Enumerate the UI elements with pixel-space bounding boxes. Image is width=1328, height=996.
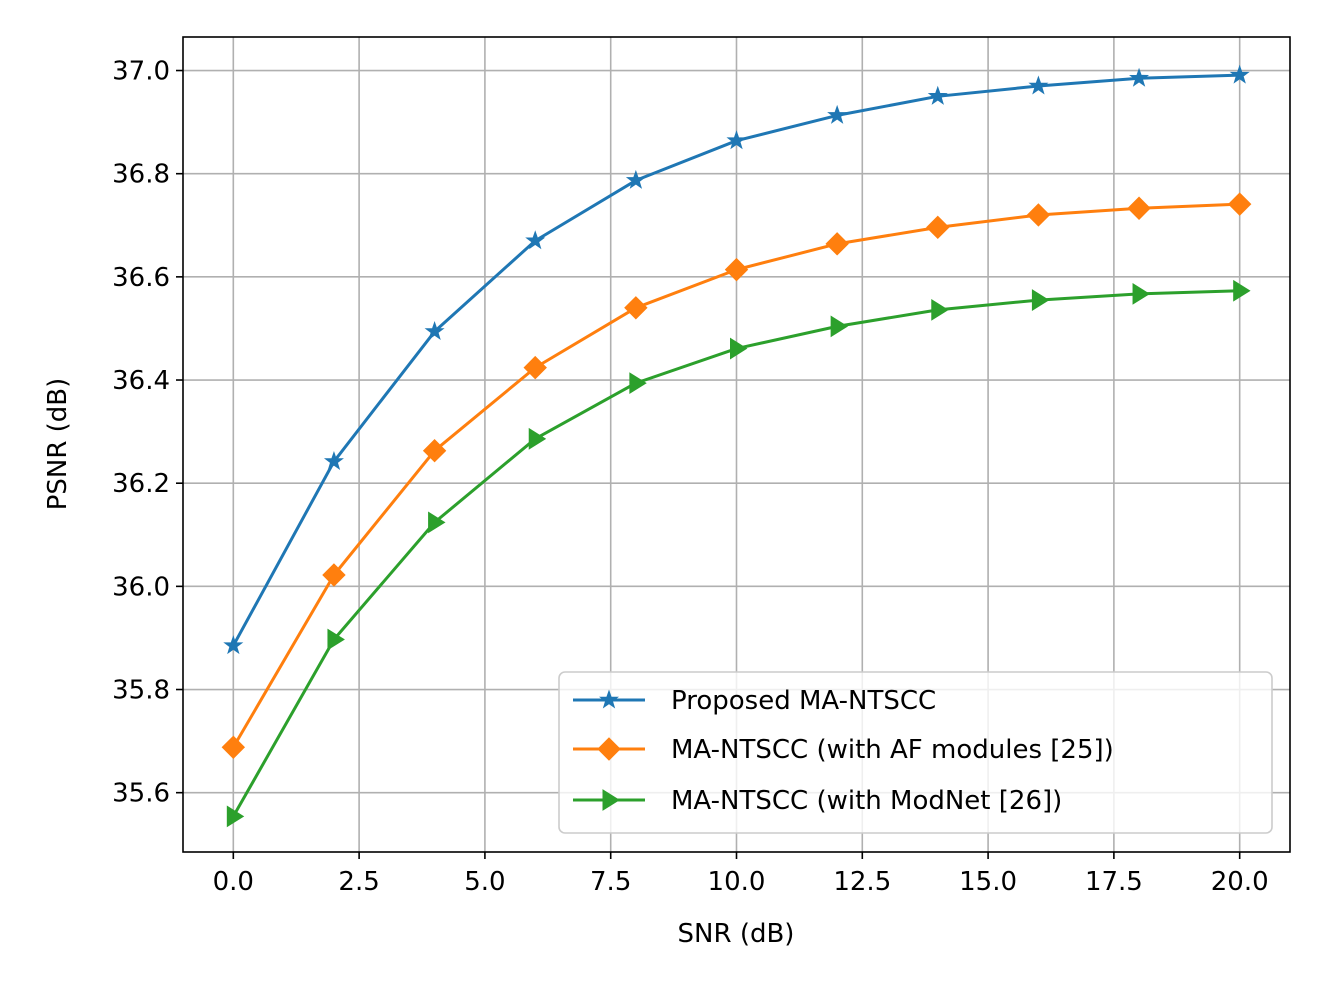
legend-marker xyxy=(602,789,620,811)
data-point xyxy=(323,450,344,471)
data-point xyxy=(926,215,950,240)
legend-marker xyxy=(597,737,621,761)
legend-item: MA-NTSCC (with AF modules [25]) xyxy=(573,735,1114,765)
data-point xyxy=(1229,64,1250,84)
legend-box xyxy=(558,671,1273,834)
x-tick-label: 15.0 xyxy=(959,867,1017,897)
legend-item: MA-NTSCC (with ModNet [26]) xyxy=(573,786,1062,816)
data-point xyxy=(1132,282,1150,305)
data-point xyxy=(1026,203,1051,227)
y-tick-label: 36.0 xyxy=(112,572,170,602)
y-tick-label: 36.4 xyxy=(112,366,170,396)
x-axis-label: SNR (dB) xyxy=(678,919,795,949)
data-point xyxy=(322,563,346,587)
data-point xyxy=(830,315,849,338)
x-tick-label: 0.0 xyxy=(213,867,254,897)
data-point xyxy=(1233,279,1251,302)
legend-label: MA-NTSCC (with AF modules [25]) xyxy=(671,735,1114,765)
x-tick-label: 10.0 xyxy=(708,867,766,897)
y-tick-label: 36.6 xyxy=(112,263,170,293)
y-tick-label: 36.2 xyxy=(112,469,170,499)
data-point xyxy=(424,321,445,341)
legend-label: MA-NTSCC (with ModNet [26]) xyxy=(671,786,1062,816)
grid xyxy=(183,37,1290,852)
legend-label: Proposed MA-NTSCC xyxy=(671,686,936,716)
data-point xyxy=(1127,196,1151,220)
data-point xyxy=(422,438,447,463)
y-tick-label: 36.8 xyxy=(112,160,170,190)
legend-item: Proposed MA-NTSCC xyxy=(573,686,936,716)
data-point xyxy=(726,130,747,150)
data-point xyxy=(221,735,246,759)
data-point xyxy=(1028,75,1049,95)
y-tick-label: 37.0 xyxy=(112,57,170,87)
data-point xyxy=(724,257,749,282)
data-point xyxy=(827,104,848,124)
legend-marker xyxy=(598,689,620,709)
x-tick-label: 2.5 xyxy=(338,867,379,897)
ticks: 0.0 2.5 5.0 7.5 10.0 12.5 15.0 17.5 20.0 35.6 35.8… xyxy=(112,57,1269,897)
data-point xyxy=(1227,192,1252,216)
data-point xyxy=(624,296,648,320)
data-point xyxy=(825,232,849,256)
y-tick-label: 35.6 xyxy=(112,779,170,809)
data-point xyxy=(1129,67,1150,87)
y-tick-label: 35.8 xyxy=(112,676,170,706)
data-point xyxy=(223,635,244,655)
series-layer xyxy=(221,64,1252,828)
x-tick-label: 7.5 xyxy=(590,867,631,897)
data-point xyxy=(730,337,748,360)
series-3 xyxy=(226,279,1251,828)
data-point xyxy=(428,511,446,534)
data-point xyxy=(226,805,245,828)
legend: Proposed MA-NTSCC MA-NTSCC (with AF modul… xyxy=(558,671,1273,834)
x-tick-label: 17.5 xyxy=(1085,867,1143,897)
series-2 xyxy=(221,192,1252,759)
series-1 xyxy=(223,64,1250,655)
x-tick-label: 5.0 xyxy=(464,867,505,897)
data-point xyxy=(327,628,345,651)
data-point xyxy=(528,427,547,450)
data-point xyxy=(931,298,949,321)
data-point xyxy=(1031,289,1050,311)
data-point xyxy=(525,230,546,250)
data-point xyxy=(625,169,646,189)
y-axis-label: PSNR (dB) xyxy=(43,378,73,511)
data-point xyxy=(523,355,547,380)
data-point xyxy=(629,372,647,395)
x-tick-label: 20.0 xyxy=(1211,867,1269,897)
x-tick-label: 12.5 xyxy=(833,867,891,897)
data-point xyxy=(927,85,948,105)
